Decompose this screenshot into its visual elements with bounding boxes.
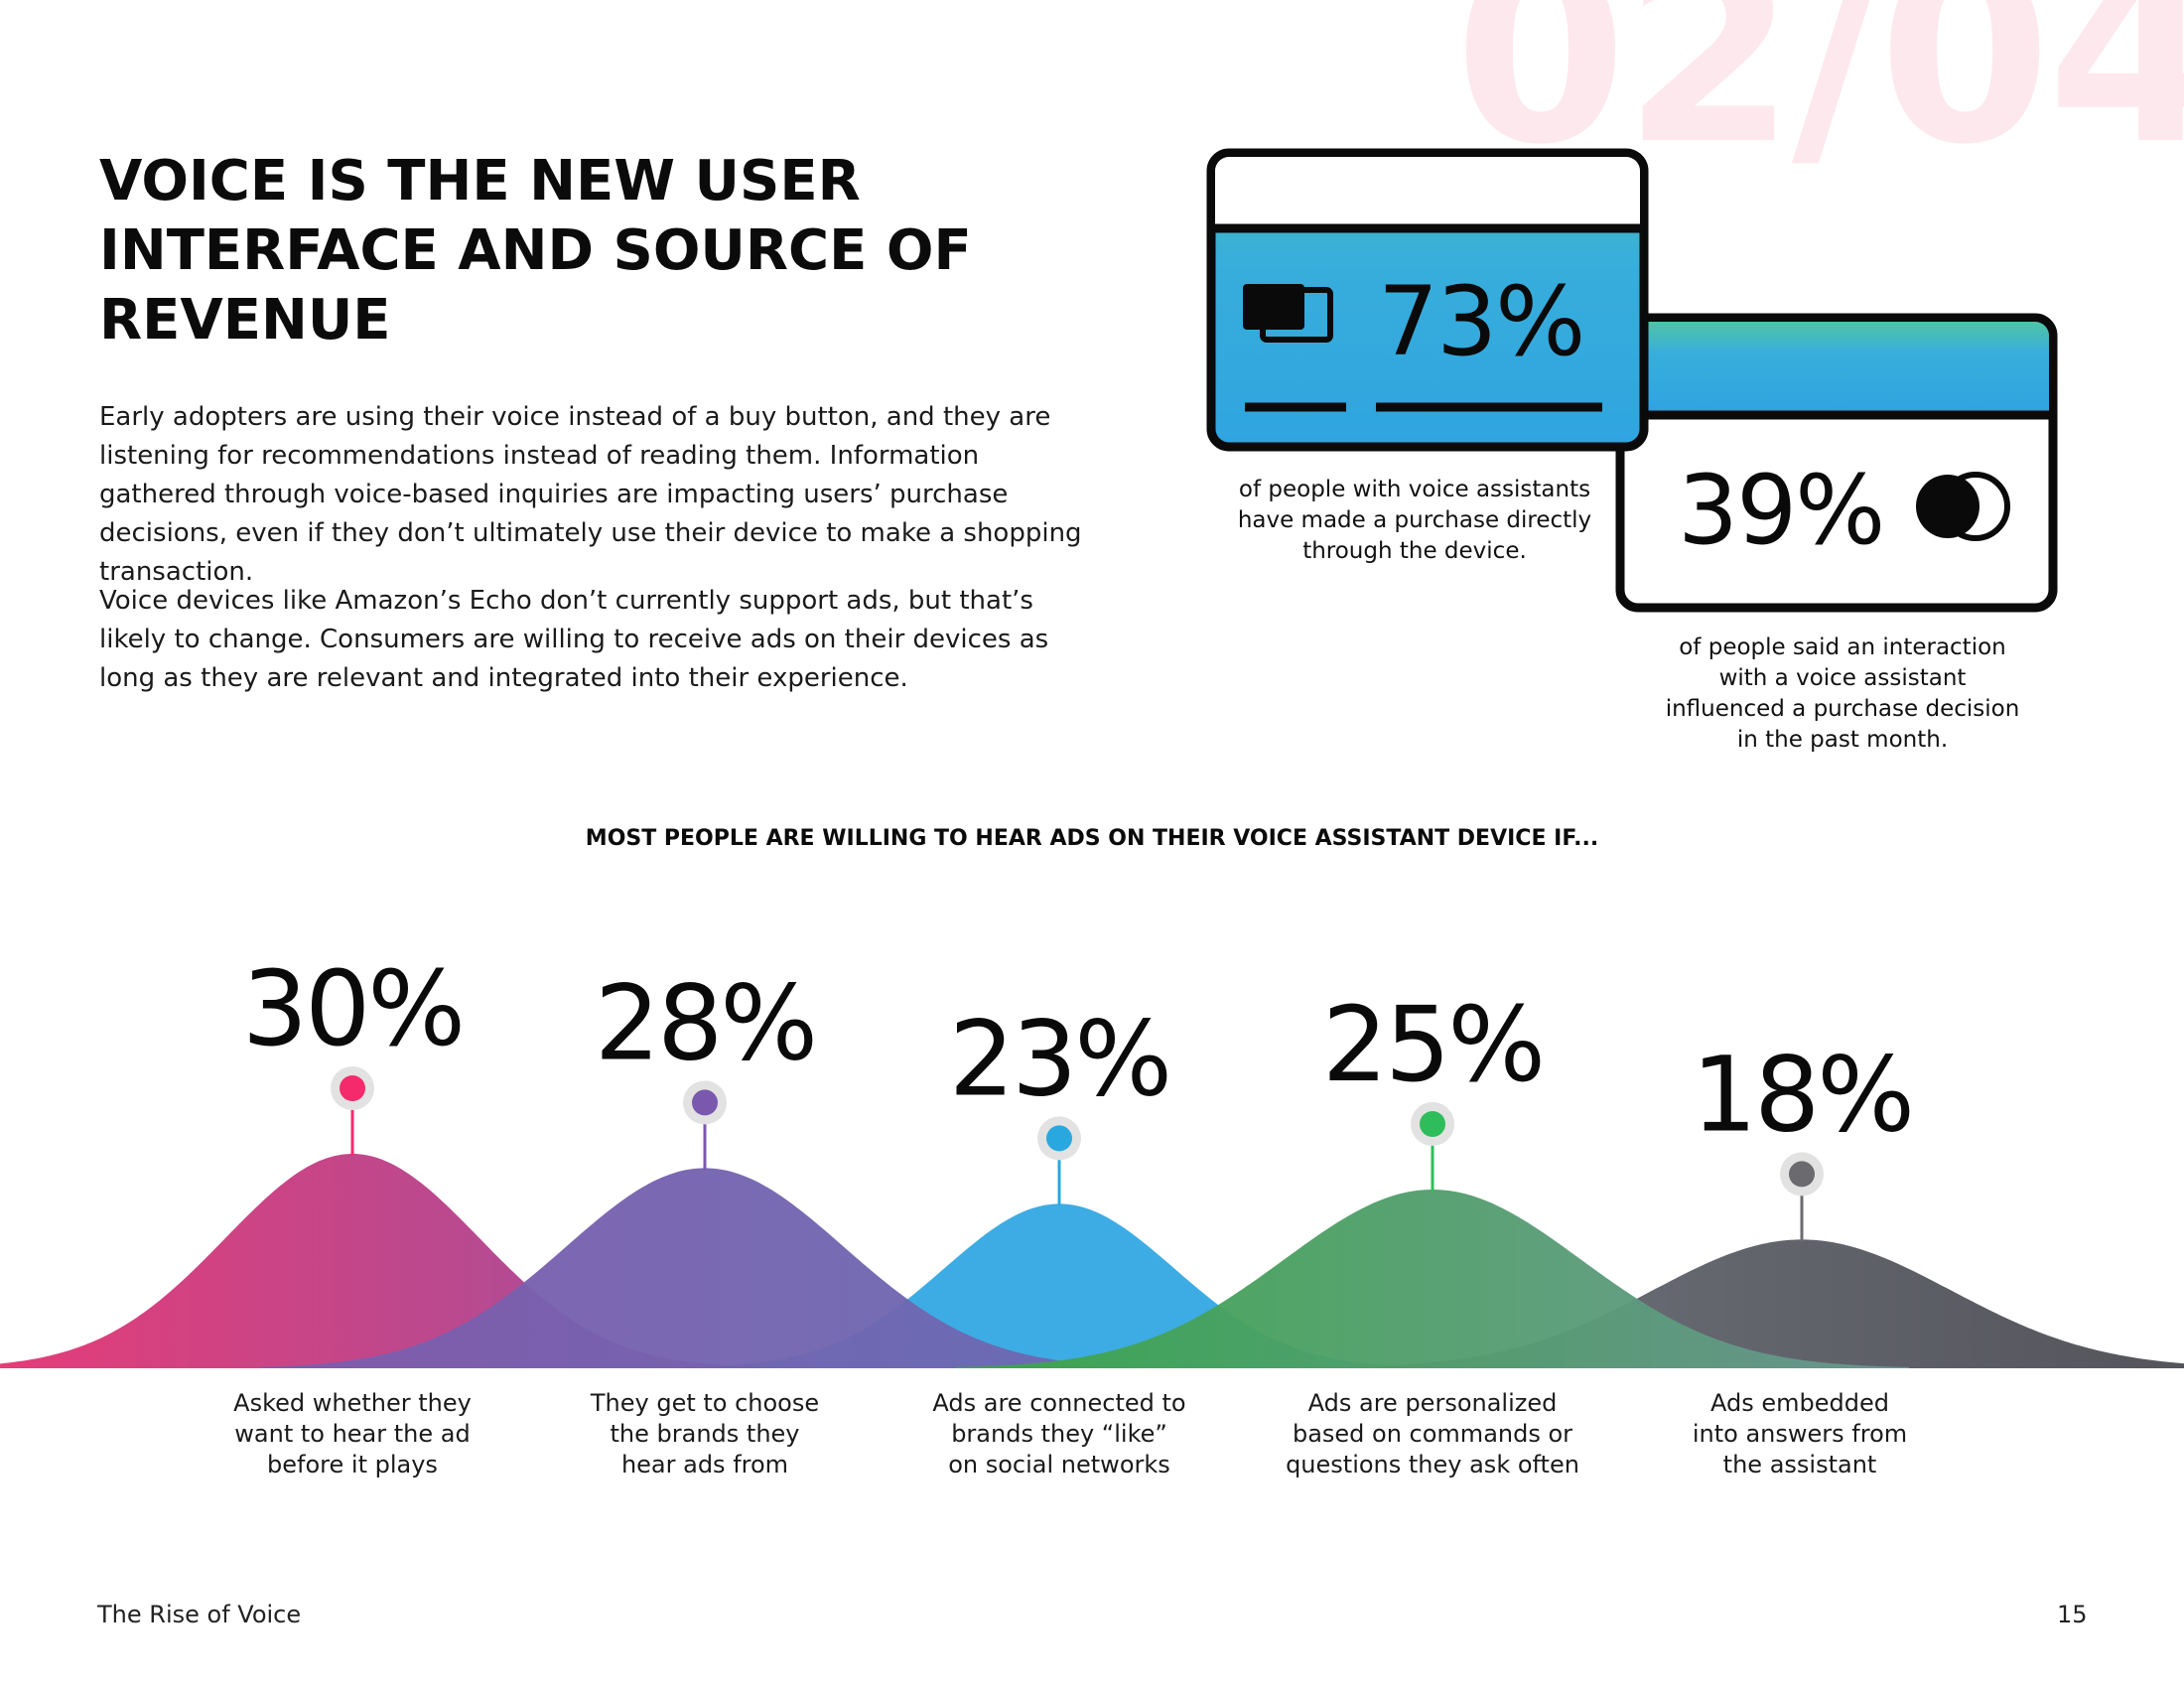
footer-document-title: The Rise of Voice [97,1601,302,1628]
condition-label-3: Ads are connected to brands they “like” … [932,1389,1186,1478]
chart-hills [0,1154,2184,1368]
marker-dot-4 [1420,1111,1445,1137]
hill-2 [260,1168,1150,1368]
marker-dot-5 [1789,1161,1815,1188]
condition-label-2: They get to choose the brands they hear … [590,1389,820,1478]
condition-label-4: Ads are personalized based on commands o… [1286,1389,1579,1478]
page-title: VOICE IS THE NEW USER INTERFACE AND SOUR… [99,149,972,352]
condition-label-5: Ads embedded into answers from the assis… [1692,1389,1908,1478]
value-label-1: 30% [242,948,463,1069]
direct-purchase-caption: of people with voice assistants have mad… [1237,477,1592,564]
marker-dot-2 [692,1089,718,1116]
chart-markers [331,1066,1824,1242]
page-number: 15 [2057,1601,2088,1628]
marker-dot-1 [340,1075,365,1101]
value-label-5: 18% [1692,1034,1912,1155]
value-label-2: 28% [595,962,815,1083]
chart-value-labels: 30% 28% 23% 25% 18% [242,948,1915,1155]
value-label-3: 23% [949,998,1169,1119]
direct-purchase-card [1206,148,1649,452]
condition-label-1: Asked whether they want to hear the ad b… [233,1389,472,1478]
value-label-4: 25% [1322,984,1543,1105]
chat-bubbles-icon [1243,284,1333,343]
marker-dot-3 [1046,1125,1072,1152]
hill-1 [0,1154,759,1368]
stat-cards-graphic [1206,148,2058,613]
toggle-circles-icon [1916,472,2010,541]
hill-4 [956,1190,1909,1368]
purchase-influence-caption: of people said an interaction with a voi… [1665,634,2020,753]
purchase-influence-stat: 39% [1678,455,1885,566]
hill-5 [1325,1239,2184,1368]
intro-paragraph-1: Early adopters are using their voice ins… [99,402,1082,587]
direct-purchase-stat: 73% [1378,266,1585,377]
intro-paragraph-2: Voice devices like Amazon’s Echo don’t c… [99,586,1049,693]
chart-title: MOST PEOPLE ARE WILLING TO HEAR ADS ON T… [585,826,1599,851]
